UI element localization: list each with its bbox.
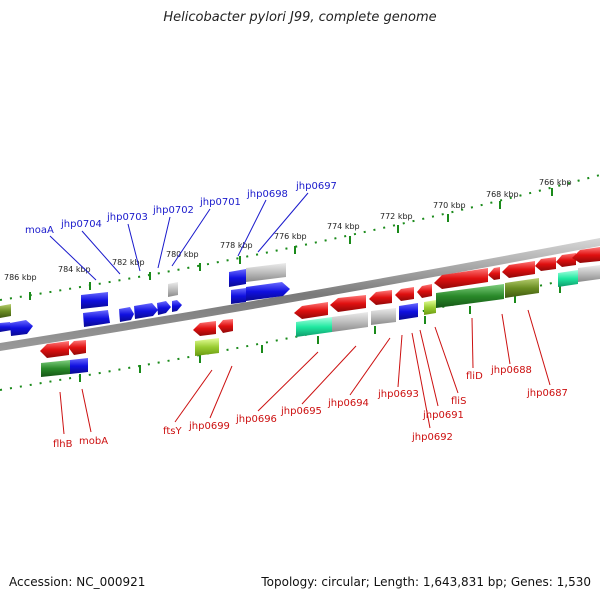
reverse-strand-genes [40, 247, 600, 377]
gene-box[interactable] [246, 263, 286, 282]
gene-box[interactable] [505, 278, 539, 298]
kbp-label: 776 kbp [274, 232, 307, 241]
genome-summary-text: Topology: circular; Length: 1,643,831 bp… [261, 575, 591, 589]
gene-arrow[interactable] [246, 282, 290, 301]
kbp-label: 780 kbp [166, 250, 199, 259]
gene-label[interactable]: jhp0704 [60, 219, 102, 230]
gene-arrow[interactable] [157, 301, 171, 315]
kbp-label: 770 kbp [433, 201, 466, 210]
gene-label[interactable]: jhp0703 [106, 212, 148, 223]
inner-major-ticks [79, 285, 561, 382]
kbp-scale: 786 kbp 784 kbp 782 kbp 780 kbp 778 kbp … [4, 178, 572, 282]
kbp-label: 766 kbp [539, 178, 572, 187]
gene-box[interactable] [371, 308, 396, 325]
forward-strand-genes [0, 263, 290, 336]
gene-arrow[interactable] [369, 290, 392, 305]
gene-label[interactable]: jhp0696 [235, 414, 277, 425]
top-gene-labels: moaA jhp0704 jhp0703 jhp0702 jhp0701 jhp… [25, 181, 337, 236]
gene-label[interactable]: jhp0693 [377, 389, 419, 400]
gene-arrow[interactable] [193, 321, 216, 336]
gene-label[interactable]: jhp0692 [411, 432, 453, 443]
outer-major-ticks [29, 188, 553, 300]
gene-arrow[interactable] [40, 341, 69, 358]
gene-box[interactable] [332, 312, 368, 332]
gene-box[interactable] [424, 300, 436, 315]
top-leader-lines [49, 192, 309, 281]
gene-label[interactable]: jhp0701 [199, 197, 241, 208]
kbp-label: 772 kbp [380, 212, 413, 221]
kbp-label: 768 kbp [486, 190, 519, 199]
kbp-label: 784 kbp [58, 265, 91, 274]
gene-label[interactable]: fliS [451, 396, 466, 407]
gene-arrow[interactable] [572, 247, 600, 263]
gene-label[interactable]: jhp0688 [490, 365, 532, 376]
gene-label[interactable]: fliD [466, 371, 483, 382]
gene-label[interactable]: jhp0694 [327, 398, 369, 409]
gene-label[interactable]: jhp0702 [152, 205, 194, 216]
gene-arrow[interactable] [10, 320, 33, 336]
gene-box[interactable] [558, 270, 578, 287]
accession-text: Accession: NC_000921 [9, 575, 146, 589]
gene-box[interactable] [195, 338, 219, 356]
gene-arrow[interactable] [502, 261, 535, 278]
gene-label[interactable]: jhp0695 [280, 406, 322, 417]
kbp-label: 786 kbp [4, 273, 37, 282]
gene-box[interactable] [436, 284, 504, 308]
gene-arrow[interactable] [294, 302, 328, 319]
gene-box[interactable] [296, 317, 332, 337]
gene-label[interactable]: flhB [53, 439, 73, 450]
gene-label[interactable]: jhp0697 [295, 181, 337, 192]
gene-box[interactable] [41, 360, 70, 377]
gene-label[interactable]: jhp0691 [422, 410, 464, 421]
gene-arrow[interactable] [218, 319, 233, 333]
gene-arrow[interactable] [395, 287, 414, 301]
gene-box[interactable] [399, 303, 418, 320]
gene-box[interactable] [229, 269, 246, 287]
gene-arrow[interactable] [68, 340, 86, 355]
gene-box[interactable] [70, 358, 88, 374]
gene-arrow[interactable] [556, 253, 576, 267]
gene-arrow[interactable] [535, 257, 556, 271]
gene-box[interactable] [578, 265, 600, 282]
gene-arrow[interactable] [119, 307, 134, 322]
gene-label[interactable]: jhp0698 [246, 189, 288, 200]
gene-box[interactable] [0, 304, 11, 318]
gene-label[interactable]: jhp0687 [526, 388, 568, 399]
gene-arrow[interactable] [134, 303, 158, 319]
gene-arrow[interactable] [0, 322, 12, 332]
kbp-label: 778 kbp [220, 241, 253, 250]
gene-box[interactable] [83, 310, 110, 327]
gene-box[interactable] [231, 288, 246, 304]
gene-box[interactable] [81, 292, 108, 309]
gene-arrow[interactable] [172, 300, 182, 312]
gene-label[interactable]: mobA [79, 436, 108, 447]
gene-label[interactable]: jhp0699 [188, 421, 230, 432]
genome-backbone [0, 238, 600, 351]
gene-label[interactable]: moaA [25, 225, 54, 236]
kbp-label: 782 kbp [112, 258, 145, 267]
bottom-gene-labels: flhB mobA ftsY jhp0699 jhp0696 jhp0695 j… [53, 365, 568, 450]
gene-arrow[interactable] [330, 295, 366, 312]
gene-label[interactable]: ftsY [163, 426, 182, 437]
bottom-leader-lines [59, 309, 551, 435]
gene-arrow[interactable] [488, 267, 500, 280]
map-title: Helicobacter pylori J99, complete genome [163, 10, 437, 25]
gene-box[interactable] [168, 282, 178, 297]
gene-arrow[interactable] [417, 284, 432, 298]
gene-arrow[interactable] [434, 268, 488, 289]
kbp-label: 774 kbp [327, 222, 360, 231]
